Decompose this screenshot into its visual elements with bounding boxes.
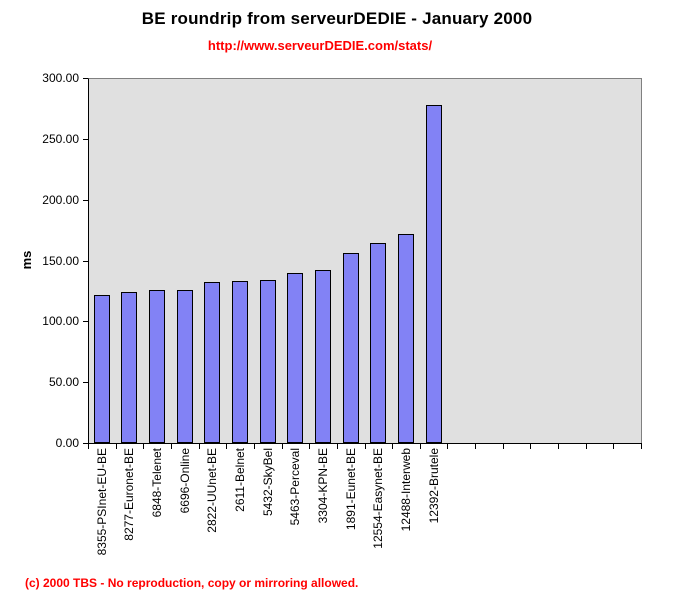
x-tick — [503, 443, 504, 449]
copyright-notice: (c) 2000 TBS - No reproduction, copy or … — [25, 576, 359, 590]
y-tick-label: 150.00 — [42, 254, 79, 268]
x-tick — [143, 443, 144, 449]
y-tick — [83, 382, 88, 383]
stats-url: http://www.serveurDEDIE.com/stats/ — [207, 38, 433, 53]
x-category-label: 6696-Online — [178, 448, 192, 514]
x-tick — [199, 443, 200, 449]
bar — [287, 273, 303, 443]
x-tick — [420, 443, 421, 449]
bar — [260, 280, 276, 443]
y-tick-label: 300.00 — [42, 71, 79, 85]
y-tick — [83, 78, 88, 79]
y-tick — [83, 321, 88, 322]
x-tick — [586, 443, 587, 449]
y-tick — [83, 139, 88, 140]
x-tick — [171, 443, 172, 449]
x-tick — [641, 443, 642, 449]
y-tick — [83, 443, 88, 444]
x-category-label: 12554-Easynet-BE — [371, 448, 385, 549]
x-category-label: 2822-UUnet-BE — [205, 448, 219, 533]
bar — [121, 292, 137, 443]
x-tick — [309, 443, 310, 449]
x-category-label: 2611-Belnet — [233, 448, 247, 512]
plot-area — [88, 78, 642, 444]
bar — [94, 295, 110, 443]
x-tick — [88, 443, 89, 449]
y-tick-label: 250.00 — [42, 132, 79, 146]
x-tick — [365, 443, 366, 449]
x-tick — [116, 443, 117, 449]
bar — [232, 281, 248, 443]
x-tick — [254, 443, 255, 449]
x-tick — [613, 443, 614, 449]
x-category-label: 8277-Euronet-BE — [122, 448, 136, 541]
x-tick — [558, 443, 559, 449]
y-tick-label: 100.00 — [42, 314, 79, 328]
x-tick — [282, 443, 283, 449]
x-tick — [447, 443, 448, 449]
y-tick-label: 200.00 — [42, 193, 79, 207]
y-tick-label: 0.00 — [55, 436, 79, 450]
y-tick — [83, 261, 88, 262]
bar — [343, 253, 359, 443]
x-category-label: 5463-Perceval — [288, 448, 302, 526]
bar — [204, 282, 220, 443]
x-category-label: 1891-Eunet-BE — [344, 448, 358, 531]
x-tick — [530, 443, 531, 449]
x-category-label: 12488-Interweb — [399, 448, 413, 532]
bar — [177, 290, 193, 443]
x-category-label: 6848-Telenet — [150, 448, 164, 518]
x-tick — [392, 443, 393, 449]
x-tick — [226, 443, 227, 449]
bar — [398, 234, 414, 443]
x-tick — [475, 443, 476, 449]
x-category-label: 5432-SkyBel — [261, 448, 275, 517]
x-category-label: 12392-Brutele — [427, 448, 441, 524]
bar — [315, 270, 331, 443]
x-tick — [337, 443, 338, 449]
x-category-label: 8355-PSInet-EU-BE — [95, 448, 109, 556]
bar — [149, 290, 165, 443]
y-tick-label: 50.00 — [48, 375, 79, 389]
bar — [370, 243, 386, 443]
y-tick — [83, 200, 88, 201]
x-category-label: 3304-KPN-BE — [316, 448, 330, 524]
chart-title: BE roundrip from serveurDEDIE - January … — [141, 9, 533, 28]
bar — [426, 105, 442, 443]
